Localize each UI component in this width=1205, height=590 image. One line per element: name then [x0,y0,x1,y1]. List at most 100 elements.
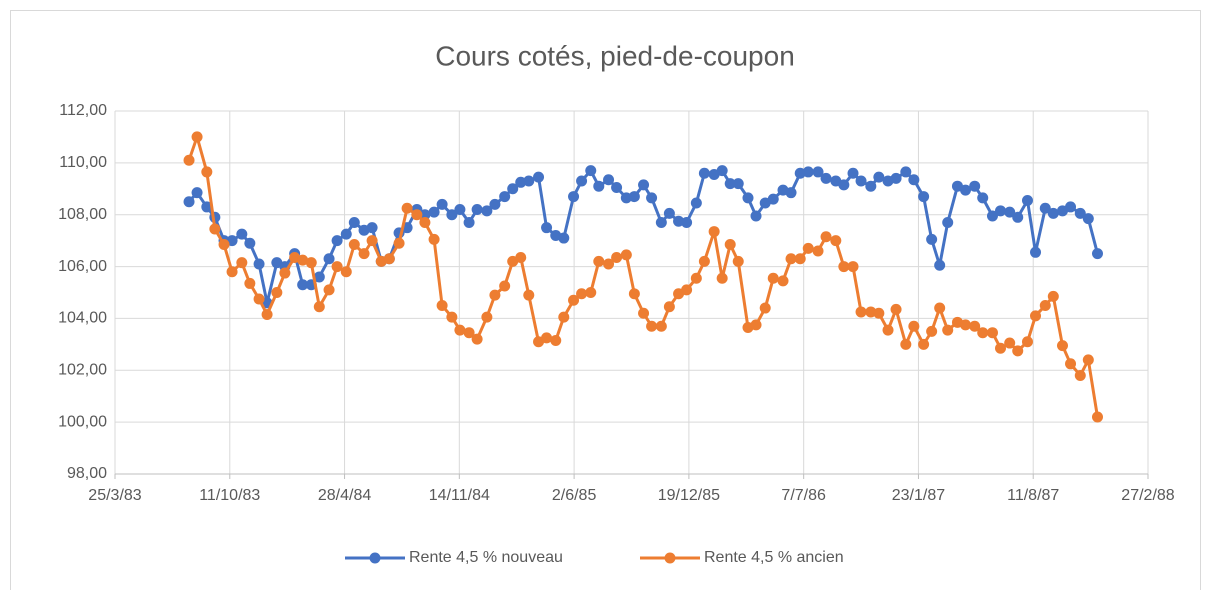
point [236,257,248,269]
point [900,338,912,350]
point [820,172,832,184]
point [716,165,728,177]
x-tick-label: 7/7/86 [781,487,826,504]
point [934,259,946,271]
point [454,324,466,336]
point [724,239,736,251]
point [393,237,405,249]
point [585,165,597,177]
point [960,184,972,196]
point [873,307,885,319]
point [419,209,431,221]
point [750,319,762,331]
point [1004,206,1016,218]
point [611,181,623,193]
point [454,204,466,216]
point [777,275,789,287]
point [960,319,972,331]
point [411,209,423,221]
point [244,237,256,249]
point [1091,248,1103,260]
x-tick-label: 11/10/83 [199,487,260,504]
point [708,226,720,238]
point [724,178,736,190]
point [1091,411,1103,423]
point [481,205,493,217]
point [732,178,744,190]
point [908,174,920,186]
point [253,258,265,270]
point [576,175,588,187]
y-tick-label: 98,00 [67,465,107,482]
point [1021,194,1033,206]
point [313,271,325,283]
point [785,253,797,265]
point [638,179,650,191]
point [1056,340,1068,352]
point [523,289,535,301]
point [918,191,930,203]
point [305,257,317,269]
point [1039,299,1051,311]
x-tick-label: 27/2/88 [1121,487,1174,504]
chart-frame [10,10,1201,590]
legend-marker [369,552,381,564]
point [436,198,448,210]
x-tick-label: 11/8/87 [1007,487,1059,504]
point [183,154,195,166]
point [969,180,981,192]
point [926,325,938,337]
point [812,245,824,257]
point [820,231,832,243]
legend-marker [664,552,676,564]
point [568,191,580,203]
point [620,249,632,261]
point [732,255,744,267]
point [847,261,859,273]
y-tick-label: 108,00 [58,206,107,223]
point [847,167,859,179]
point [977,327,989,339]
point [489,289,501,301]
point [471,333,483,345]
point [331,261,343,273]
chart-title: Cours cotés, pied-de-coupon [435,40,795,71]
point [1082,354,1094,366]
point [942,216,954,228]
point [558,232,570,244]
point [523,175,535,187]
point [802,166,814,178]
point [663,301,675,313]
point [838,261,850,273]
point [297,279,309,291]
point [995,205,1007,217]
point [550,334,562,346]
point [436,299,448,311]
point [183,196,195,208]
point [855,306,867,318]
legend-label: Rente 4,5 % ancien [704,549,844,566]
point [515,251,527,263]
point [1004,337,1016,349]
point [890,172,902,184]
point [655,216,667,228]
x-tick-label: 25/3/83 [88,487,141,504]
point [593,180,605,192]
point [244,277,256,289]
point [908,320,920,332]
point [638,307,650,319]
point [209,223,221,235]
point [1065,201,1077,213]
point [603,174,615,186]
point [750,210,762,222]
point [401,202,413,214]
y-tick-label: 112,00 [59,102,107,119]
point [348,239,360,251]
point [1047,290,1059,302]
point [655,320,667,332]
point [261,309,273,321]
point [366,222,378,234]
x-tick-label: 14/11/84 [429,487,490,504]
point [628,288,640,300]
